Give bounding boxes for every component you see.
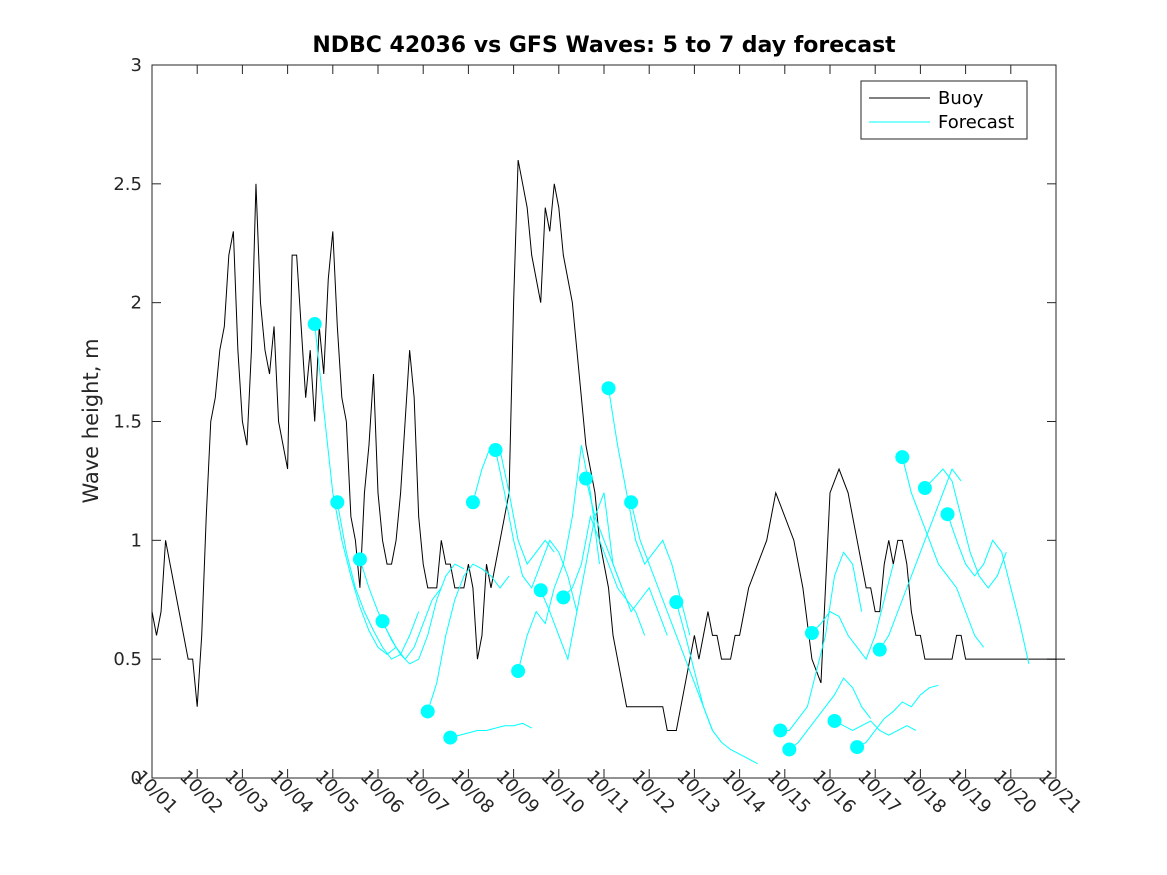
forecast-line — [901, 457, 985, 648]
forecast-line — [834, 720, 917, 736]
forecast-start-marker — [850, 740, 865, 755]
forecast-start-marker — [420, 704, 435, 719]
forecast-line — [517, 445, 600, 672]
forecast-start-marker — [352, 552, 367, 567]
x-tick-label: 10/21 — [1034, 766, 1086, 818]
forecast-start-marker — [601, 381, 616, 396]
forecast-line — [630, 502, 713, 731]
series-layer — [151, 159, 1066, 765]
forecast-line — [780, 551, 863, 731]
forecast-line — [879, 468, 962, 650]
forecast-start-marker — [827, 713, 842, 728]
plot-area: 00.511.522.53 10/0110/0210/0310/0410/051… — [113, 55, 1085, 818]
forecast-line — [675, 601, 758, 765]
buoy-line — [151, 159, 1066, 731]
forecast-start-marker — [533, 583, 548, 598]
forecast-line — [336, 502, 420, 660]
forecast-line — [811, 563, 894, 661]
forecast-line — [359, 559, 442, 660]
forecast-start-marker — [330, 495, 345, 510]
forecast-line — [947, 514, 1030, 665]
legend-forecast-label: Forecast — [938, 112, 1014, 133]
forecast-start-marker — [578, 471, 593, 486]
forecast-start-marker — [804, 626, 819, 641]
markers-layer — [307, 317, 955, 757]
forecast-start-marker — [940, 507, 955, 522]
forecast-line — [382, 563, 465, 665]
legend-box — [860, 80, 1028, 140]
y-tick-label: 2.5 — [113, 174, 142, 195]
forecast-start-marker — [624, 495, 639, 510]
legend-buoy-label: Buoy — [938, 88, 984, 109]
forecast-start-marker — [511, 664, 526, 679]
y-tick-label: 0.5 — [113, 649, 142, 670]
forecast-start-marker — [465, 495, 480, 510]
forecast-line — [427, 563, 510, 712]
y-tick-label: 1.5 — [113, 412, 142, 433]
forecast-line — [472, 444, 555, 566]
forecast-line — [314, 324, 397, 656]
legend: Buoy Forecast — [860, 80, 1028, 140]
chart-title: NDBC 42036 vs GFS Waves: 5 to 7 day fore… — [312, 33, 896, 58]
y-axis-label: Wave height, m — [79, 338, 103, 503]
axes-box — [151, 64, 1057, 779]
forecast-start-marker — [669, 595, 684, 610]
y-tick-label: 2 — [131, 293, 142, 314]
forecast-line — [562, 514, 646, 636]
forecast-start-marker — [872, 642, 887, 657]
forecast-line — [789, 677, 872, 750]
forecast-start-marker — [782, 742, 797, 757]
forecast-start-marker — [895, 450, 910, 465]
y-tick-label: 3 — [131, 55, 142, 76]
forecast-line — [450, 722, 532, 739]
forecast-start-marker — [917, 481, 932, 496]
forecast-line — [924, 468, 1007, 589]
forecast-start-marker — [443, 730, 458, 745]
forecast-start-marker — [375, 614, 390, 629]
forecast-start-marker — [773, 723, 788, 738]
forecast-line — [540, 492, 623, 661]
forecast-line — [856, 684, 939, 748]
y-tick-label: 1 — [131, 530, 142, 551]
y-tick-label: 0 — [131, 768, 142, 789]
forecast-start-marker — [488, 443, 503, 458]
forecast-line — [608, 388, 691, 636]
forecast-start-marker — [556, 590, 571, 605]
forecast-start-marker — [307, 317, 322, 332]
forecast-line — [585, 478, 668, 636]
y-ticks: 0 0.5 1 1.5 2 2.5 3 — [113, 55, 1056, 789]
